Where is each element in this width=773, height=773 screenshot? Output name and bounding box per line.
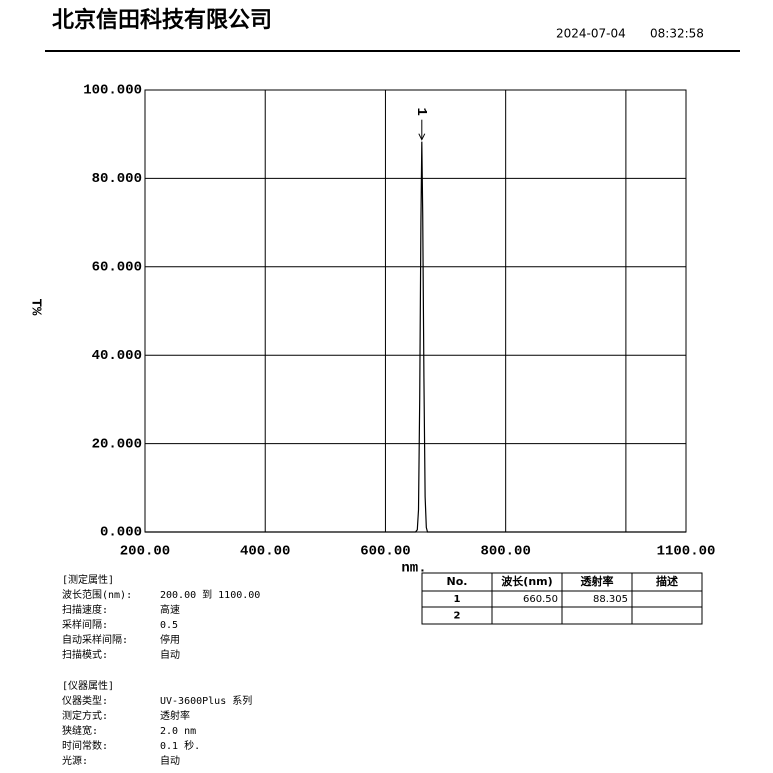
y-tick-label: 80.000: [92, 171, 142, 187]
x-axis-label: nm.: [401, 561, 426, 577]
x-tick-label: 400.00: [240, 544, 290, 560]
param-section-title: [测定属性]: [62, 573, 114, 586]
peak-table: No. 波长(nm) 透射率 描述 1 660.50 88.305 2: [421, 572, 703, 625]
param-label: 扫描速度:: [62, 603, 108, 616]
table-header: 描述: [656, 574, 678, 588]
param-value: 透射率: [160, 709, 190, 722]
param-value: 2.0 nm: [160, 726, 196, 737]
param-label: 仪器类型:: [62, 694, 108, 707]
param-value: 200.00 到 1100.00: [160, 589, 260, 601]
param-label: 时间常数:: [62, 739, 108, 752]
table-header: 透射率: [581, 574, 614, 588]
param-label: 自动采样间隔:: [62, 633, 128, 646]
param-label: 光源:: [62, 754, 88, 767]
table-header: No.: [447, 575, 468, 588]
report-time: 08:32:58: [650, 27, 704, 41]
peak-arrowhead: [418, 133, 426, 141]
company-title: 北京信田科技有限公司: [52, 7, 272, 33]
y-tick-label: 20.000: [92, 436, 142, 452]
y-tick-label: 40.000: [92, 348, 142, 364]
param-value: 停用: [160, 633, 180, 646]
param-value: 自动: [160, 648, 180, 661]
spectrum-line: [145, 141, 686, 533]
param-value: 高速: [160, 603, 180, 616]
param-label: 波长范围(nm):: [62, 588, 132, 601]
param-label: 狭缝宽:: [62, 724, 98, 737]
x-tick-label: 600.00: [360, 544, 410, 560]
table-cell: 2: [454, 611, 461, 622]
param-value: UV-3600Plus 系列: [160, 694, 252, 707]
report-date: 2024-07-04: [556, 27, 626, 41]
param-value: 0.1 秒.: [160, 739, 200, 752]
param-value: 0.5: [160, 620, 178, 631]
param-label: 扫描模式:: [62, 648, 108, 661]
table-header: 波长(nm): [501, 574, 552, 588]
param-section-title: [仪器属性]: [62, 679, 114, 692]
table-cell: 88.305: [593, 594, 628, 605]
param-label: 测定方式:: [62, 709, 108, 722]
y-tick-label: 100.000: [83, 83, 142, 99]
parameters: [测定属性] 波长范围(nm): 200.00 到 1100.00 扫描速度: 高速采样…: [62, 573, 260, 767]
plot-frame: [144, 89, 687, 533]
table-cell: 660.50: [523, 594, 558, 605]
param-value: 自动: [160, 754, 180, 767]
y-tick-label: 60.000: [92, 260, 142, 276]
param-label: 采样间隔:: [62, 618, 108, 631]
peak-label: 1: [413, 107, 429, 115]
x-tick-label: 200.00: [120, 544, 170, 560]
y-axis-label: T%: [27, 299, 43, 316]
table-cell: 1: [454, 594, 461, 605]
y-tick-label: 0.000: [100, 525, 142, 541]
x-tick-label: 1100.00: [657, 544, 716, 560]
x-tick-label: 800.00: [480, 544, 530, 560]
